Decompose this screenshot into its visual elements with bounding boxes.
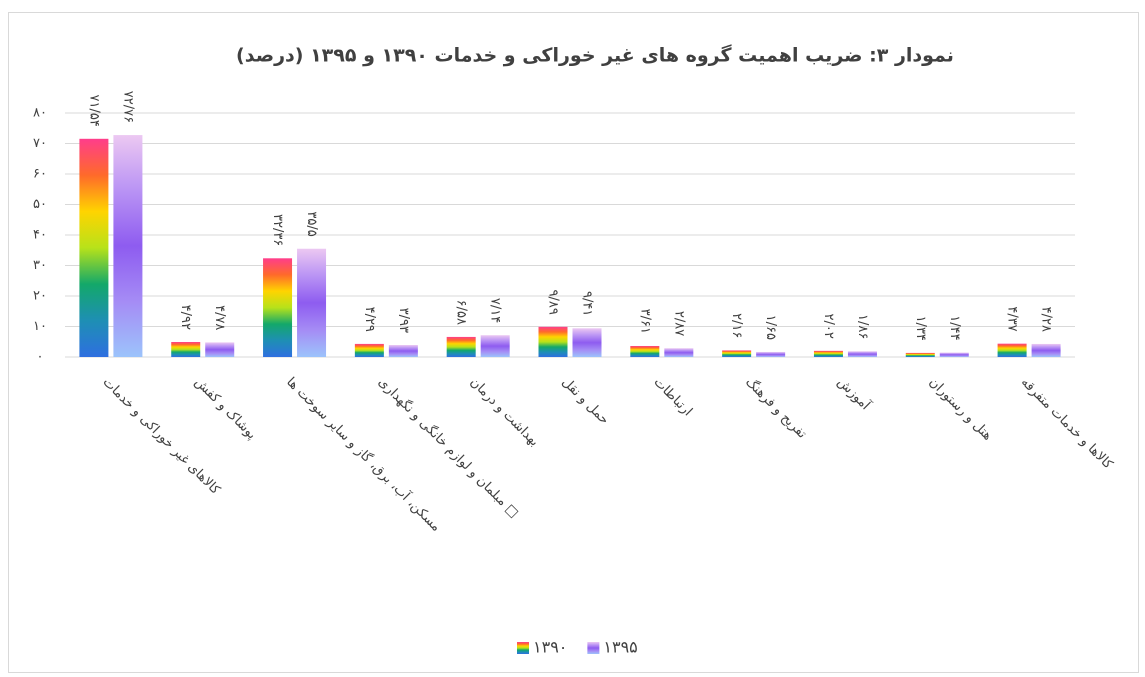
- bar: [1031, 343, 1061, 357]
- bar: [480, 335, 510, 357]
- data-label: ۴/۲۹: [362, 307, 377, 332]
- bar: [171, 341, 201, 357]
- data-label: ۳/۶۱: [637, 309, 652, 334]
- data-label: ۲/۱۶: [729, 313, 744, 338]
- legend-label: ۱۳۹۰: [533, 638, 567, 657]
- data-label: ۱/۶۵: [763, 315, 778, 340]
- data-label: ۲/۸۷: [671, 311, 686, 336]
- bar: [997, 343, 1027, 357]
- data-label: ۴/۹۲: [178, 305, 193, 330]
- y-tick-label: ۴۰: [33, 228, 47, 243]
- bar: [263, 258, 293, 357]
- bar: [813, 350, 843, 357]
- chart-title: نمودار ۳: ضریب اهمیت گروه های غیر خوراکی…: [236, 44, 954, 67]
- bar: [847, 351, 877, 357]
- data-label: ۷۲/۷۶: [120, 91, 135, 123]
- bar: [538, 326, 568, 357]
- y-tick-label: ۰: [37, 350, 44, 365]
- data-label: ۳۵/۵: [304, 211, 319, 236]
- bar: [446, 336, 476, 357]
- legend-label: ۱۳۹۵: [603, 638, 637, 657]
- data-label: ۷۱/۵۴: [86, 94, 101, 126]
- bar: [630, 345, 660, 357]
- data-label: ۳۲/۳۶: [270, 214, 285, 246]
- data-label: ۶/۵۸: [454, 300, 469, 325]
- y-tick-label: ۳۰: [33, 258, 47, 273]
- bar: [297, 248, 327, 357]
- bar: [388, 345, 418, 357]
- legend-swatch: [587, 642, 600, 654]
- data-label: ۴/۷۸: [212, 305, 227, 330]
- data-label: ۴/۲۸: [1039, 307, 1054, 332]
- y-tick-label: ۸۰: [33, 106, 47, 121]
- bar: [572, 328, 602, 357]
- data-label: ۳/۹۳: [396, 308, 411, 333]
- data-label: ۷/۱۴: [488, 298, 503, 323]
- y-tick-label: ۷۰: [33, 136, 47, 151]
- bar: [722, 350, 752, 357]
- y-tick-label: ۱۰: [33, 319, 47, 334]
- data-label: ۱/۸۶: [855, 314, 870, 339]
- bar: [79, 138, 109, 357]
- y-tick-label: ۶۰: [33, 167, 47, 182]
- data-label: ۹/۸۹: [546, 290, 561, 315]
- data-label: ۱/۳۴: [913, 316, 928, 341]
- data-label: ۹/۴۱: [580, 291, 595, 316]
- bar: [354, 343, 384, 357]
- bar: [939, 352, 969, 357]
- y-tick-label: ۵۰: [33, 197, 47, 212]
- legend-swatch: [517, 642, 529, 654]
- y-tick-label: ۲۰: [33, 289, 47, 304]
- data-label: ۲/۰۲: [821, 314, 836, 339]
- bar: [113, 135, 143, 357]
- data-label: ۴/۳۷: [1005, 306, 1020, 331]
- bar: [205, 342, 235, 357]
- bar: [664, 348, 694, 357]
- data-label: ۱/۴۴: [947, 315, 962, 340]
- bar: [905, 352, 935, 357]
- bar: [756, 351, 786, 357]
